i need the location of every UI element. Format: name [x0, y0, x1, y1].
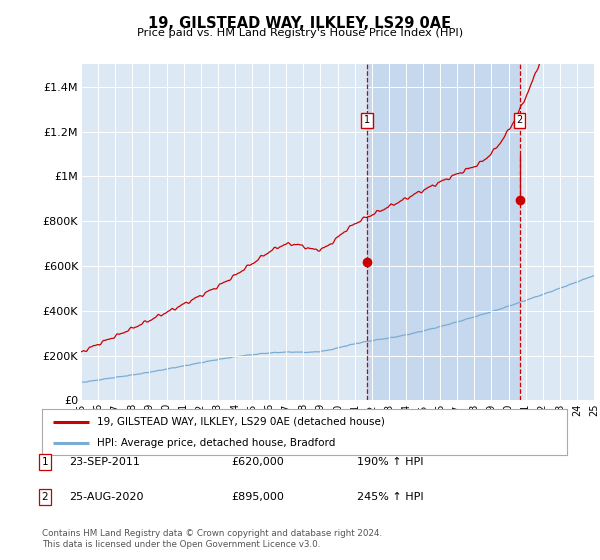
Text: 2: 2: [517, 115, 523, 125]
Text: 190% ↑ HPI: 190% ↑ HPI: [357, 457, 424, 467]
Text: Price paid vs. HM Land Registry's House Price Index (HPI): Price paid vs. HM Land Registry's House …: [137, 28, 463, 38]
Text: £620,000: £620,000: [231, 457, 284, 467]
Bar: [367, 64, 520, 400]
Text: 2: 2: [41, 492, 49, 502]
Text: 25-AUG-2020: 25-AUG-2020: [69, 492, 143, 502]
Text: HPI: Average price, detached house, Bradford: HPI: Average price, detached house, Brad…: [97, 438, 335, 448]
Text: 1: 1: [364, 115, 370, 125]
Text: Contains HM Land Registry data © Crown copyright and database right 2024.
This d: Contains HM Land Registry data © Crown c…: [42, 529, 382, 549]
Text: 19, GILSTEAD WAY, ILKLEY, LS29 0AE (detached house): 19, GILSTEAD WAY, ILKLEY, LS29 0AE (deta…: [97, 417, 385, 427]
Text: 1: 1: [41, 457, 49, 467]
Text: £895,000: £895,000: [231, 492, 284, 502]
Text: 23-SEP-2011: 23-SEP-2011: [69, 457, 140, 467]
Text: 19, GILSTEAD WAY, ILKLEY, LS29 0AE: 19, GILSTEAD WAY, ILKLEY, LS29 0AE: [148, 16, 452, 31]
Text: 245% ↑ HPI: 245% ↑ HPI: [357, 492, 424, 502]
